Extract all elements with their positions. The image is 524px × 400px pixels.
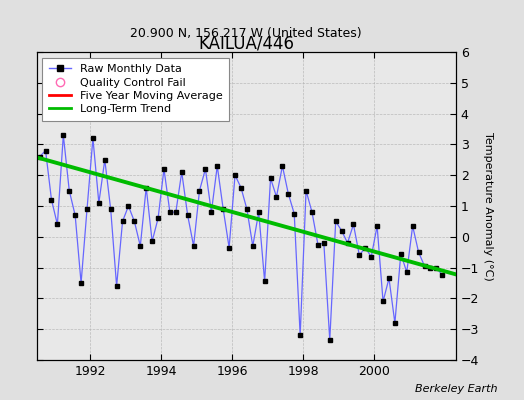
Title: KAILUA/446: KAILUA/446	[198, 34, 294, 52]
Text: Berkeley Earth: Berkeley Earth	[416, 384, 498, 394]
Y-axis label: Temperature Anomaly (°C): Temperature Anomaly (°C)	[483, 132, 493, 280]
Text: 20.900 N, 156.217 W (United States): 20.900 N, 156.217 W (United States)	[130, 27, 362, 40]
Legend: Raw Monthly Data, Quality Control Fail, Five Year Moving Average, Long-Term Tren: Raw Monthly Data, Quality Control Fail, …	[42, 58, 230, 121]
